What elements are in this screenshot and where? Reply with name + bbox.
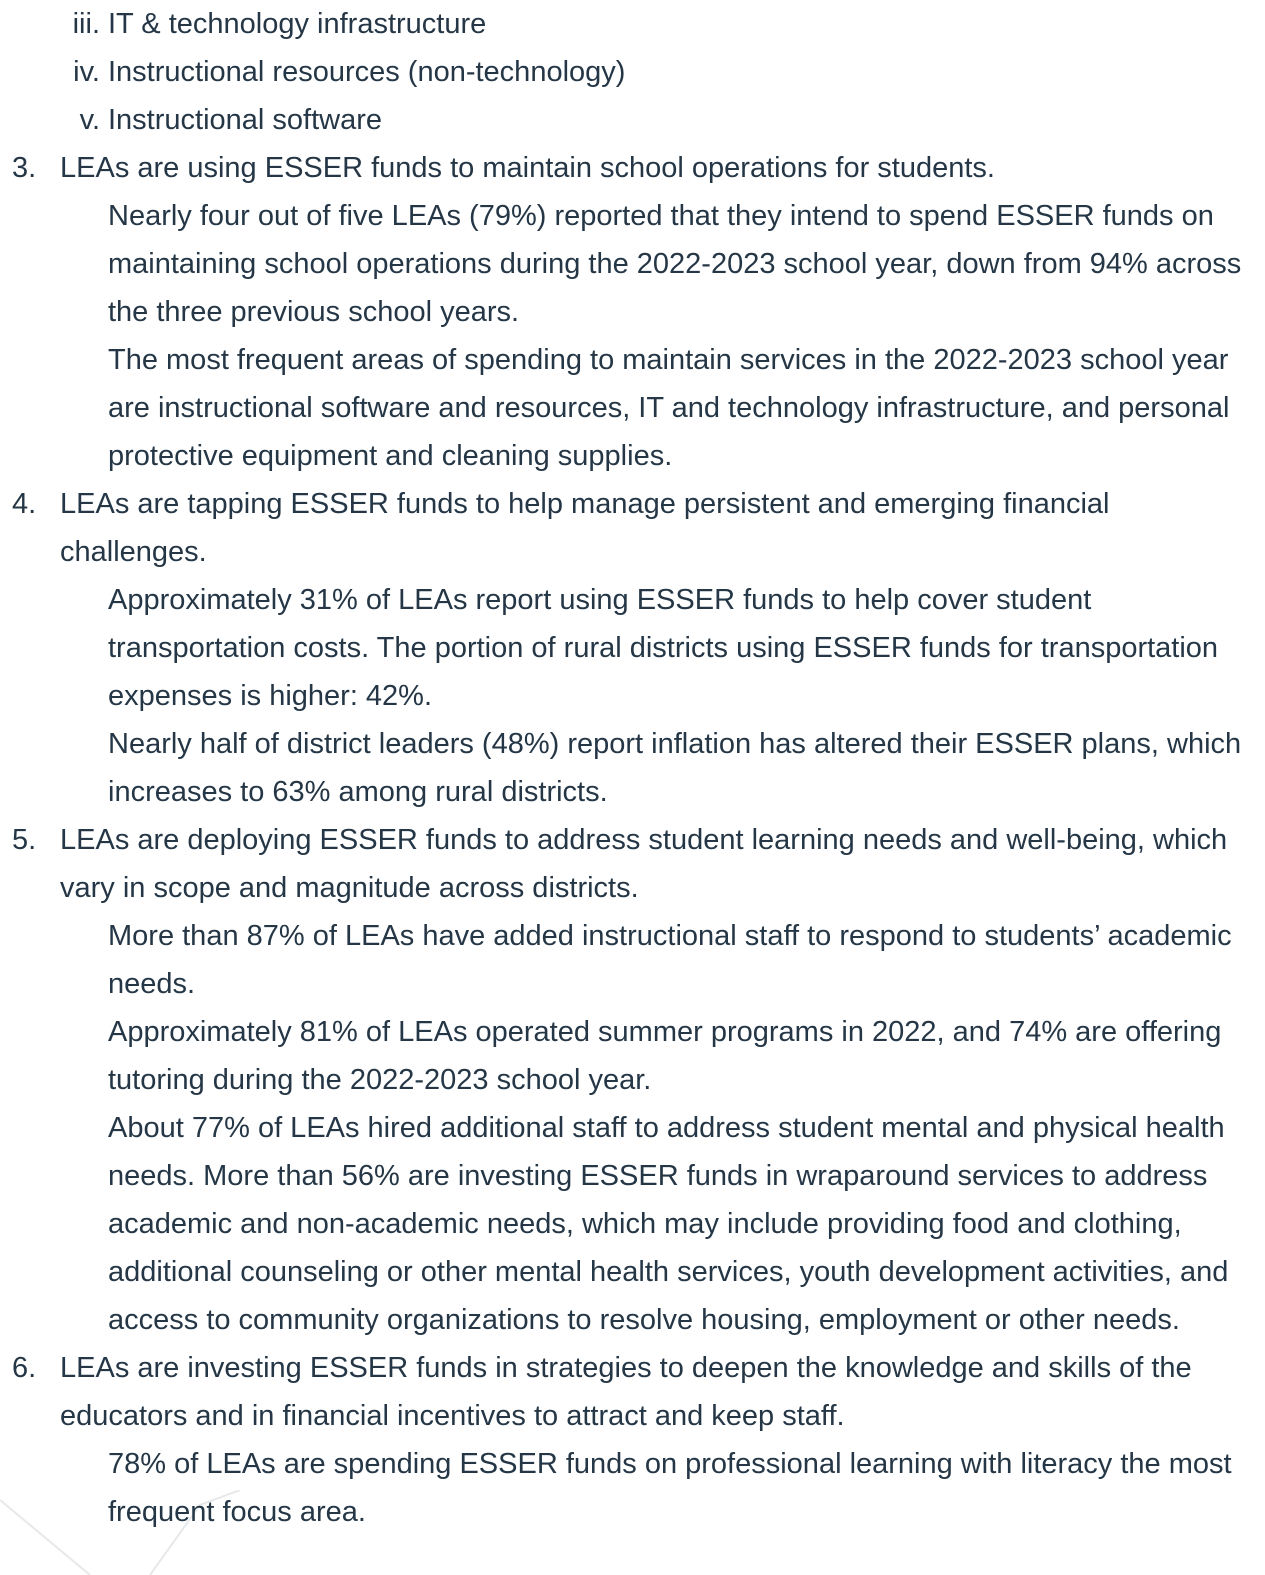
bullet-item: Nearly half of district leaders (48%) re… xyxy=(0,720,1265,816)
roman-item: iv. Instructional resources (non-technolo… xyxy=(0,48,1265,96)
item-text: LEAs are deploying ESSER funds to addres… xyxy=(60,824,1228,904)
deco-line xyxy=(0,1499,91,1575)
bullet-dot xyxy=(60,1120,76,1136)
item-marker: 6. xyxy=(12,1352,37,1384)
bullet-text: Approximately 31% of LEAs report using E… xyxy=(108,584,1219,712)
bullet-text: More than 87% of LEAs have added instruc… xyxy=(108,920,1232,1000)
bullet-dot xyxy=(60,208,76,224)
numbered-item: 5. LEAs are deploying ESSER funds to addr… xyxy=(0,816,1265,912)
numbered-item: 3. LEAs are using ESSER funds to maintain… xyxy=(0,144,1265,192)
bullet-item: Nearly four out of five LEAs (79%) repor… xyxy=(0,192,1265,336)
item-text: LEAs are tapping ESSER funds to help man… xyxy=(60,488,1110,568)
bullet-dot xyxy=(60,1024,76,1040)
bullet-item: Approximately 31% of LEAs report using E… xyxy=(0,576,1265,720)
bullet-item: The most frequent areas of spending to m… xyxy=(0,336,1265,480)
item-text: IT & technology infrastructure xyxy=(108,8,487,40)
bullet-text: The most frequent areas of spending to m… xyxy=(108,344,1230,472)
bullet-text: Approximately 81% of LEAs operated summe… xyxy=(108,1016,1222,1096)
bullet-text: Nearly four out of five LEAs (79%) repor… xyxy=(108,200,1242,328)
item-marker: iv. xyxy=(73,56,100,88)
bullet-text: 78% of LEAs are spending ESSER funds on … xyxy=(108,1448,1232,1528)
decoration xyxy=(0,1490,240,1575)
bullet-dot xyxy=(60,592,76,608)
deco-line xyxy=(149,1490,240,1575)
item-marker: v. xyxy=(79,104,100,136)
numbered-item: 4. LEAs are tapping ESSER funds to help m… xyxy=(0,480,1265,576)
bullet-text: Nearly half of district leaders (48%) re… xyxy=(108,728,1242,808)
roman-item: iii. IT & technology infrastructure xyxy=(0,0,1265,48)
item-marker: 4. xyxy=(12,488,37,520)
item-text: LEAs are using ESSER funds to maintain s… xyxy=(60,152,995,184)
bullet-dot xyxy=(60,736,76,752)
item-marker: 3. xyxy=(12,152,37,184)
bullet-item: 78% of LEAs are spending ESSER funds on … xyxy=(0,1440,1265,1536)
bullet-dot xyxy=(60,928,76,944)
item-text: Instructional software xyxy=(108,104,383,136)
item-marker: 5. xyxy=(12,824,37,856)
bullet-item: About 77% of LEAs hired additional staff… xyxy=(0,1104,1265,1344)
roman-item: v. Instructional software xyxy=(0,96,1265,144)
item-marker: iii. xyxy=(72,8,100,40)
bullet-item: More than 87% of LEAs have added instruc… xyxy=(0,912,1265,1008)
item-text: Instructional resources (non-technology) xyxy=(108,56,626,88)
bullet-dot xyxy=(60,1456,76,1472)
bullet-item: Approximately 81% of LEAs operated summe… xyxy=(0,1008,1265,1104)
numbered-item: 6. LEAs are investing ESSER funds in stra… xyxy=(0,1344,1265,1440)
document: iii. IT & technology infrastructure iv. Ins… xyxy=(0,0,1265,1536)
bullet-dot xyxy=(60,352,76,368)
item-text: LEAs are investing ESSER funds in strate… xyxy=(60,1352,1192,1432)
bullet-text: About 77% of LEAs hired additional staff… xyxy=(108,1112,1229,1336)
